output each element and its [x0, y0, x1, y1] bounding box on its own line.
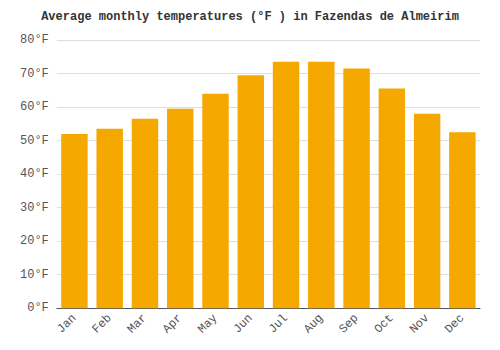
svg-text:40°F: 40°F — [20, 167, 49, 181]
svg-text:Oct: Oct — [372, 311, 397, 336]
svg-text:Mar: Mar — [125, 311, 150, 336]
svg-text:May: May — [195, 311, 220, 336]
svg-text:10°F: 10°F — [20, 268, 49, 282]
svg-text:Dec: Dec — [442, 311, 467, 336]
svg-text:Nov: Nov — [407, 311, 432, 336]
svg-text:0°F: 0°F — [27, 301, 49, 315]
svg-text:Feb: Feb — [89, 311, 114, 336]
svg-text:Sep: Sep — [336, 311, 361, 336]
svg-text:80°F: 80°F — [20, 33, 49, 47]
svg-text:70°F: 70°F — [20, 67, 49, 81]
svg-text:Apr: Apr — [160, 311, 185, 336]
svg-text:50°F: 50°F — [20, 134, 49, 148]
svg-text:Jan: Jan — [54, 311, 79, 336]
svg-text:Jun: Jun — [231, 311, 256, 336]
svg-text:30°F: 30°F — [20, 201, 49, 215]
svg-text:Aug: Aug — [301, 311, 326, 336]
svg-text:Jul: Jul — [266, 311, 291, 336]
svg-text:Average monthly temperatures (: Average monthly temperatures (°F ) in Fa… — [41, 10, 459, 24]
svg-text:60°F: 60°F — [20, 100, 49, 114]
svg-text:20°F: 20°F — [20, 234, 49, 248]
